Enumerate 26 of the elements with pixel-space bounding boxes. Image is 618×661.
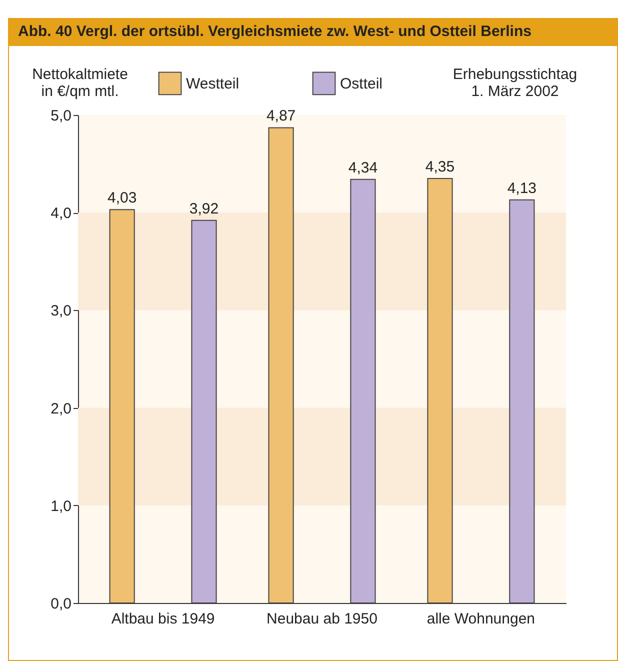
bar: [509, 199, 535, 604]
y-tick-label: 0,0: [50, 596, 72, 612]
legend-label: Westteil: [186, 75, 240, 92]
data-label: 4,13: [507, 180, 537, 197]
legend-label: Ostteil: [340, 75, 383, 92]
x-tick-label: Altbau bis 1949: [111, 610, 215, 628]
data-label: 4,35: [425, 158, 455, 176]
bar: [350, 178, 376, 604]
y-tick-label: 4,0: [50, 205, 72, 222]
bar: [268, 127, 294, 604]
x-tick-label: Neubau ab 1950: [266, 610, 378, 628]
data-label: 4,03: [107, 190, 137, 207]
y-tick-label: 3,0: [50, 302, 72, 320]
bar: [427, 178, 453, 604]
data-label: 3,92: [189, 200, 219, 218]
y-tick-label: 2,0: [50, 400, 72, 418]
bar: [191, 220, 217, 604]
bar: [109, 209, 135, 604]
x-tick-label: alle Wohnungen: [426, 610, 536, 628]
y-tick-label: 5,0: [50, 108, 72, 124]
chart-title: Abb. 40 Vergl. der ortsübl. Vergleichsmiete zw. West- und Ostteil Berlins: [8, 18, 618, 46]
y-axis-title: Nettokaltmiete in €/qm mtl.: [31, 66, 129, 100]
data-label: 4,34: [348, 159, 378, 176]
data-label: 4,87: [266, 108, 296, 125]
y-tick-label: 1,0: [50, 498, 72, 515]
text: Erhebungsstichtag 1. März 2002: [452, 66, 578, 100]
